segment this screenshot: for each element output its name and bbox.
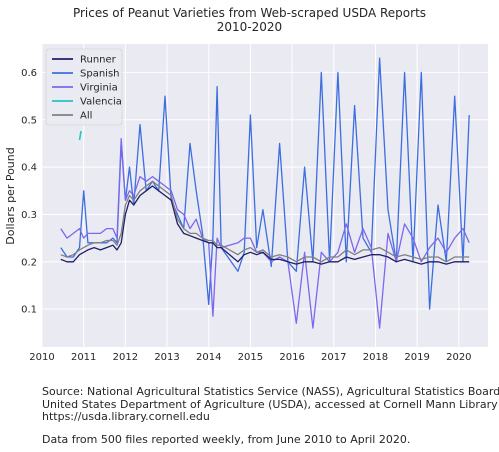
chart-title-line2: 2010-2020: [216, 20, 283, 34]
chart-title: Prices of Peanut Varieties from Web-scra…: [0, 6, 499, 34]
legend-label-spanish: Spanish: [80, 69, 120, 80]
source-note-line1: Source: National Agricultural Statistics…: [42, 385, 499, 398]
y-tick-label: 0.5: [21, 115, 37, 126]
x-tick-label: 2015: [238, 352, 263, 363]
y-tick-label: 0.2: [21, 257, 37, 268]
series-line-all: [60, 180, 470, 263]
x-tick-label: 2010: [29, 352, 54, 363]
series-line-spanish: [60, 57, 470, 310]
legend: Runner Spanish Virginia Valencia All: [45, 48, 123, 126]
legend-label-runner: Runner: [80, 55, 117, 66]
y-axis-ticks: 0.1 0.2 0.3 0.4 0.5 0.6: [21, 68, 37, 316]
y-tick-label: 0.4: [21, 163, 37, 174]
legend-label-all: All: [80, 111, 92, 122]
series-line-virginia: [60, 138, 470, 329]
x-tick-label: 2012: [113, 352, 138, 363]
x-tick-label: 2013: [154, 352, 179, 363]
series-line-valencia: [78, 130, 82, 141]
x-tick-label: 2018: [363, 352, 388, 363]
legend-box: [45, 48, 123, 126]
series-lines: [60, 57, 470, 329]
x-tick-label: 2014: [196, 352, 221, 363]
line-chart: 2010 2011 2012 2013 2014 2015 2016 2017 2018 2019…: [4, 44, 488, 363]
legend-label-valencia: Valencia: [80, 97, 122, 108]
chart-title-line1: Prices of Peanut Varieties from Web-scra…: [72, 6, 427, 20]
source-note: Source: National Agricultural Statistics…: [42, 385, 499, 424]
y-tick-label: 0.6: [21, 68, 37, 79]
y-tick-label: 0.3: [21, 210, 37, 221]
x-tick-label: 2011: [71, 352, 96, 363]
source-note-line2: United States Department of Agriculture …: [42, 397, 499, 411]
legend-label-virginia: Virginia: [80, 83, 118, 94]
x-tick-label: 2019: [404, 352, 429, 363]
x-tick-label: 2020: [446, 352, 471, 363]
y-tick-label: 0.1: [21, 305, 37, 316]
data-note: Data from 500 files reported weekly, fro…: [42, 433, 411, 446]
x-axis-ticks: 2010 2011 2012 2013 2014 2015 2016 2017 2018 2019…: [29, 352, 471, 363]
source-note-line3: https://usda.library.cornell.edu: [42, 410, 210, 424]
series-line-runner: [60, 185, 470, 265]
y-axis-label: Dollars per Pound: [4, 147, 17, 244]
x-tick-label: 2017: [321, 352, 346, 363]
x-tick-label: 2016: [279, 352, 304, 363]
